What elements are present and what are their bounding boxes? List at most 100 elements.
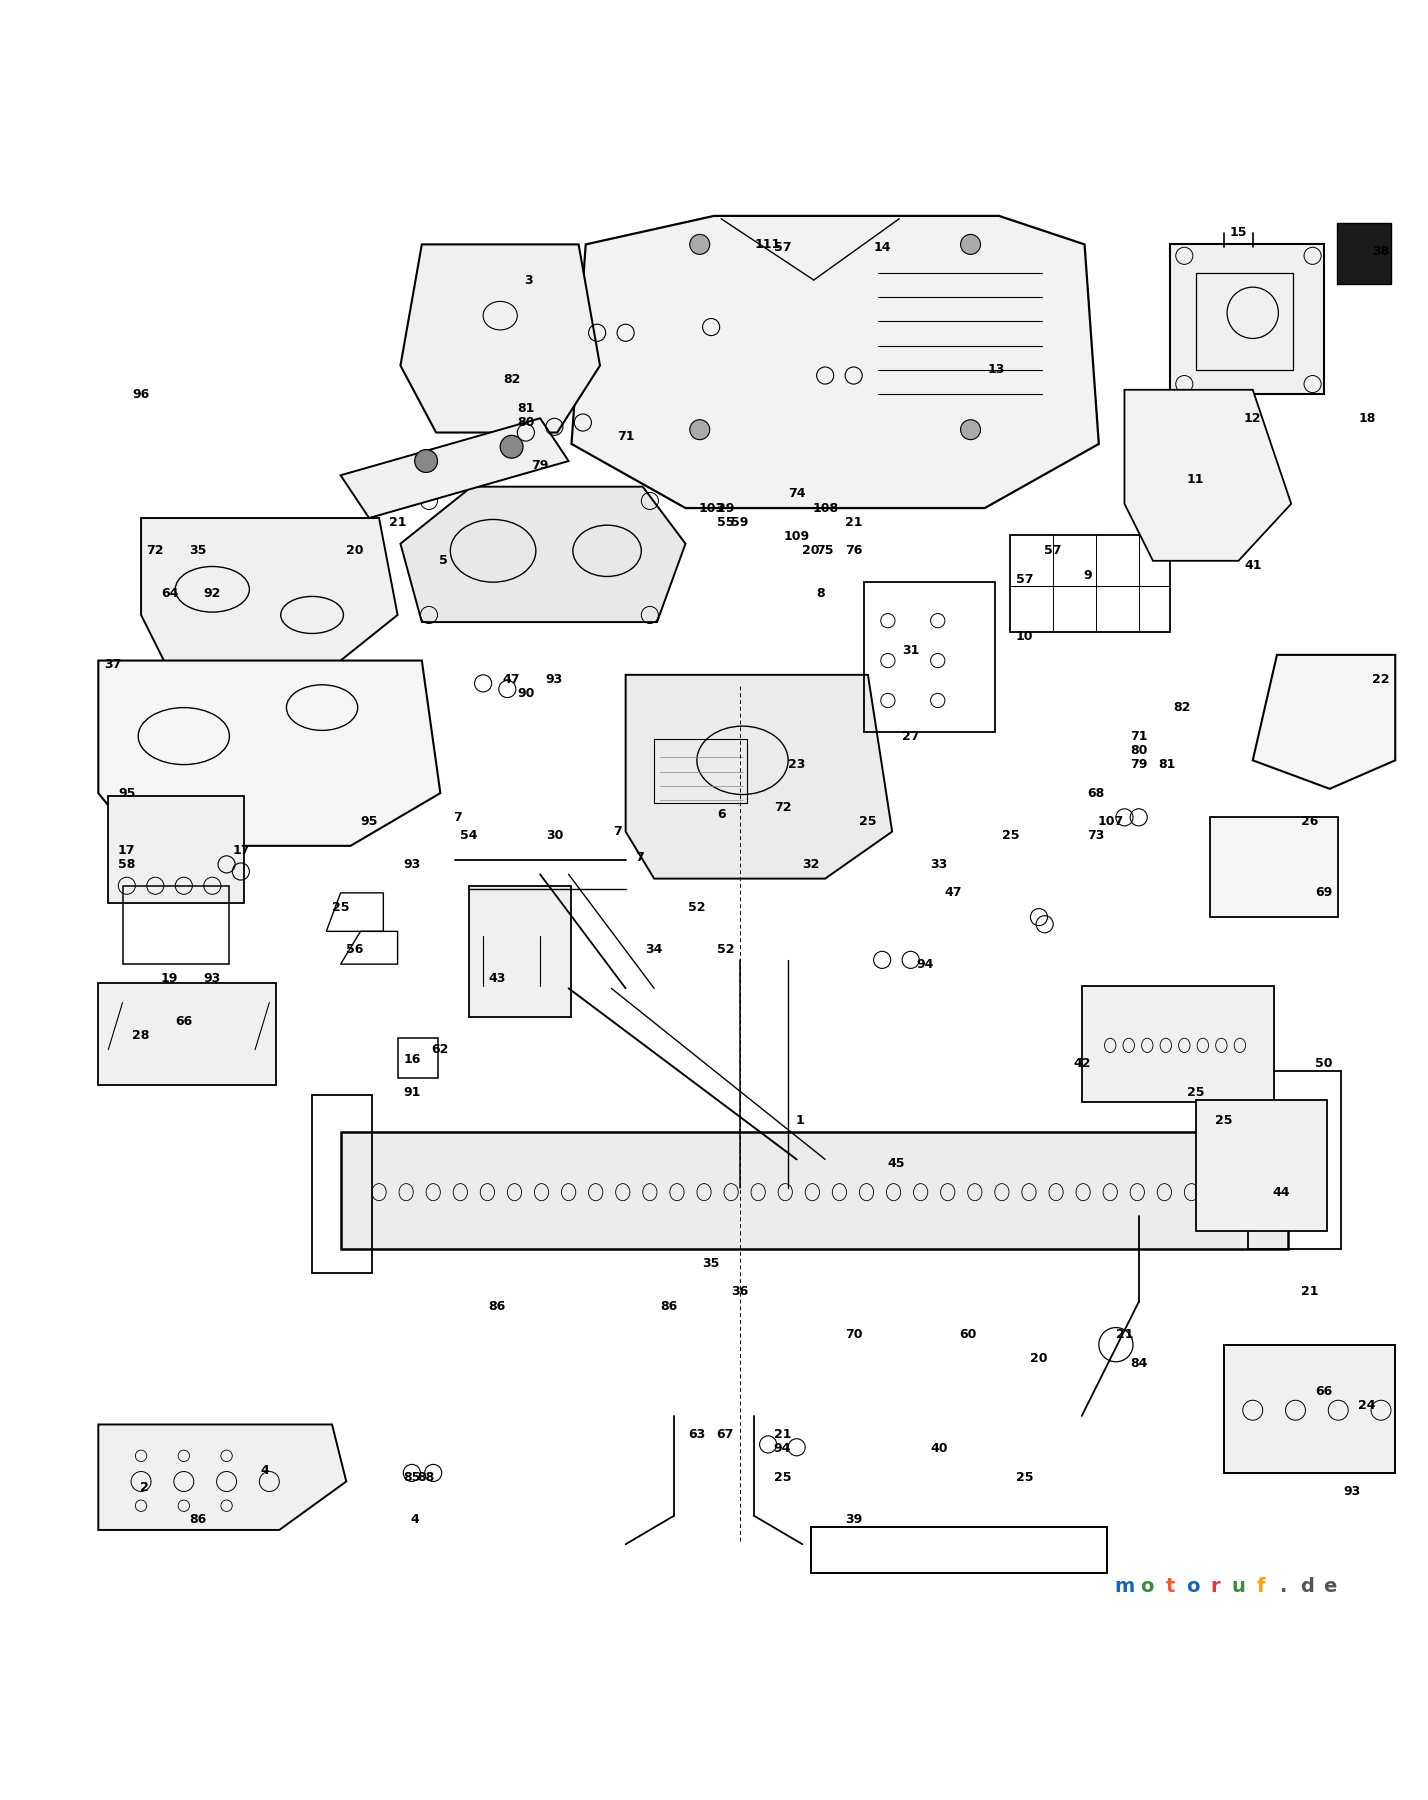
Bar [1011, 535, 1170, 632]
Text: 42: 42 [1072, 1057, 1091, 1071]
Text: 44: 44 [1272, 1186, 1289, 1199]
Text: 47: 47 [945, 886, 962, 900]
Text: 21: 21 [1115, 1328, 1134, 1341]
Text: 64: 64 [161, 587, 178, 599]
Text: 8: 8 [817, 587, 825, 599]
Text: 25: 25 [1015, 1471, 1034, 1483]
Text: 21: 21 [774, 1427, 791, 1442]
Text: 86: 86 [660, 1300, 677, 1312]
Text: 74: 74 [788, 488, 805, 500]
Text: 40: 40 [931, 1442, 948, 1454]
Text: 79: 79 [531, 459, 548, 472]
Polygon shape [141, 518, 397, 671]
Text: 35: 35 [190, 544, 207, 558]
Ellipse shape [961, 419, 981, 439]
Text: 79: 79 [1130, 758, 1148, 770]
Text: 95: 95 [119, 787, 136, 799]
Text: 25: 25 [1215, 1114, 1232, 1127]
Text: 92: 92 [204, 587, 221, 599]
Text: 12: 12 [1244, 412, 1261, 425]
Text: 72: 72 [774, 801, 791, 814]
Text: 60: 60 [960, 1328, 977, 1341]
Polygon shape [341, 418, 568, 518]
Text: 72: 72 [147, 544, 164, 558]
Text: r: r [1211, 1577, 1221, 1597]
Text: 45: 45 [888, 1157, 905, 1170]
Text: 107: 107 [1097, 815, 1124, 828]
Text: .: . [1281, 1577, 1288, 1597]
Text: 47: 47 [503, 673, 520, 686]
Text: 21: 21 [388, 517, 407, 529]
Text: u: u [1231, 1577, 1245, 1597]
Ellipse shape [500, 436, 523, 459]
Text: 94: 94 [774, 1442, 791, 1454]
Polygon shape [400, 245, 600, 432]
Text: 84: 84 [1130, 1357, 1148, 1370]
Text: 24: 24 [1358, 1399, 1375, 1413]
Text: 38: 38 [1372, 245, 1389, 257]
Text: 20: 20 [803, 544, 820, 558]
Text: 10: 10 [1015, 630, 1034, 643]
Text: 25: 25 [1187, 1085, 1204, 1100]
Text: 34: 34 [645, 943, 663, 956]
Ellipse shape [961, 234, 981, 254]
Text: 37: 37 [104, 659, 121, 671]
Text: 35: 35 [703, 1256, 720, 1271]
Text: 57: 57 [1044, 544, 1062, 558]
Text: o: o [1141, 1577, 1154, 1597]
Text: 63: 63 [688, 1427, 705, 1442]
Text: 7: 7 [635, 851, 644, 864]
Text: 25: 25 [860, 815, 877, 828]
Polygon shape [625, 675, 892, 878]
Text: 14: 14 [874, 241, 891, 254]
Text: 93: 93 [403, 859, 420, 871]
Text: 82: 82 [503, 373, 520, 387]
Polygon shape [1224, 1345, 1395, 1472]
Text: 109: 109 [784, 529, 810, 544]
Bar [109, 796, 244, 904]
Text: 7: 7 [453, 810, 461, 824]
Text: 28: 28 [133, 1030, 150, 1042]
Bar [811, 1526, 1107, 1573]
Text: 111: 111 [755, 238, 781, 250]
Bar [99, 983, 277, 1085]
Text: 93: 93 [545, 673, 563, 686]
Text: 2: 2 [140, 1481, 149, 1494]
Text: 27: 27 [902, 729, 920, 743]
Polygon shape [1252, 655, 1395, 788]
Text: 11: 11 [1187, 473, 1204, 486]
Bar [654, 740, 747, 803]
Text: 26: 26 [1301, 815, 1318, 828]
Text: 91: 91 [403, 1085, 420, 1100]
Polygon shape [1337, 223, 1391, 284]
Polygon shape [1124, 391, 1291, 562]
Text: 19: 19 [161, 972, 178, 985]
Text: 17: 17 [233, 844, 250, 857]
Ellipse shape [690, 234, 710, 254]
Bar [123, 886, 230, 965]
Text: 31: 31 [902, 644, 920, 657]
Text: 13: 13 [988, 364, 1005, 376]
Text: 52: 52 [717, 943, 734, 956]
Text: 33: 33 [931, 859, 948, 871]
Text: 25: 25 [1001, 830, 1020, 842]
Text: 69: 69 [1315, 886, 1332, 900]
Text: 81: 81 [1158, 758, 1175, 770]
Text: 9: 9 [1082, 569, 1092, 581]
Text: 52: 52 [688, 900, 705, 914]
Text: 70: 70 [845, 1328, 863, 1341]
Bar [341, 1132, 1288, 1249]
Bar [468, 886, 571, 1017]
Bar [397, 1039, 437, 1078]
Text: 94: 94 [917, 958, 934, 970]
Text: 59: 59 [731, 517, 748, 529]
Text: 22: 22 [1372, 673, 1389, 686]
Text: 76: 76 [845, 544, 863, 558]
Text: 7: 7 [613, 824, 621, 839]
Text: 23: 23 [788, 758, 805, 770]
Text: 86: 86 [190, 1514, 207, 1526]
Text: 29: 29 [717, 502, 734, 515]
Text: 108: 108 [813, 502, 838, 515]
Text: 25: 25 [774, 1471, 791, 1483]
Text: m: m [1114, 1577, 1135, 1597]
